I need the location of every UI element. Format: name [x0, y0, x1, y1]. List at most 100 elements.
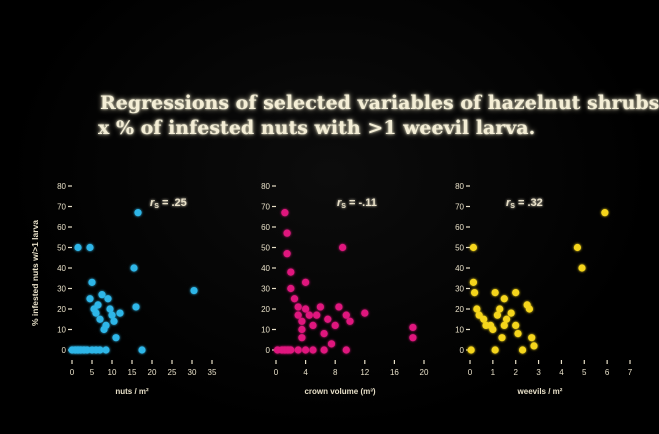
data-point [342, 346, 350, 354]
data-point [96, 315, 104, 323]
x-tick-label: 10 [108, 368, 117, 377]
y-tick-label: 80 [455, 182, 464, 191]
data-point [578, 264, 586, 272]
data-point [287, 284, 295, 293]
data-point [518, 346, 527, 354]
data-point [500, 295, 508, 303]
data-point [305, 311, 313, 319]
scatter-plot-2: 0 10 20 30 40 50 60 70 80 0 4 8 12 16 20 crown volume (… [261, 182, 429, 396]
data-point [469, 278, 478, 286]
data-point [190, 286, 198, 295]
data-point [298, 317, 306, 325]
x-tick-label: 6 [605, 368, 610, 377]
y-tick-label: 80 [57, 182, 66, 191]
x-tick-label: 4 [559, 368, 564, 377]
data-point [470, 289, 479, 297]
y-tick-label: 0 [62, 346, 67, 355]
data-point [294, 311, 302, 319]
y-tick-label: 40 [57, 264, 66, 273]
data-point [92, 309, 100, 317]
data-point [361, 309, 369, 317]
x-axis-label: nuts / m² [115, 387, 149, 396]
data-point [138, 346, 146, 354]
x-tick-label: 35 [208, 368, 217, 377]
data-point [500, 321, 508, 329]
data-point [290, 295, 299, 303]
data-point [342, 311, 350, 319]
x-tick-label: 15 [128, 368, 137, 377]
data-point [112, 334, 120, 342]
data-point [86, 243, 94, 252]
x-tick-label: 30 [188, 368, 197, 377]
x-tick-label: 0 [274, 368, 279, 377]
data-point [409, 323, 417, 332]
y-tick-label: 80 [261, 182, 270, 191]
y-tick-label: 20 [57, 305, 66, 314]
data-point [88, 278, 96, 286]
x-tick-label: 1 [491, 368, 496, 377]
data-point [309, 321, 317, 329]
y-tick-label: 60 [261, 223, 270, 232]
data-point [302, 305, 310, 313]
data-point [298, 334, 306, 342]
data-point [108, 311, 116, 319]
data-point [320, 330, 328, 338]
data-point [302, 346, 310, 354]
data-point [86, 295, 94, 303]
data-point [512, 289, 520, 297]
slide-title-line-2: x % of infested nuts with >1 weevil larv… [98, 117, 536, 139]
data-point [327, 340, 336, 348]
data-point [298, 325, 306, 334]
data-point [281, 209, 289, 217]
data-point [507, 309, 515, 317]
y-tick-label: 20 [261, 305, 270, 314]
data-point [601, 209, 609, 217]
data-point [320, 346, 328, 354]
data-point [110, 317, 118, 325]
slide-title-line-1: Regressions of selected variables of haz… [100, 92, 659, 114]
data-point [335, 303, 343, 311]
y-tick-label: 20 [455, 305, 464, 314]
data-point [512, 321, 520, 329]
data-point [283, 229, 291, 237]
correlation-annotation: rS = .25 [150, 197, 187, 210]
y-tick-label: 70 [261, 203, 270, 212]
x-axis-label: crown volume (m³) [304, 387, 375, 396]
data-point [74, 243, 82, 252]
data-point [287, 346, 295, 354]
data-point [331, 321, 339, 329]
x-tick-label: 0 [468, 368, 473, 377]
y-tick-label: 0 [266, 346, 271, 355]
data-point [489, 325, 497, 334]
y-tick-label: 0 [460, 346, 465, 355]
x-tick-label: 20 [148, 368, 157, 377]
data-point [283, 250, 291, 258]
data-point [493, 311, 502, 319]
data-point [496, 305, 504, 313]
data-point [324, 315, 332, 323]
data-point [94, 301, 102, 309]
data-point [475, 311, 483, 319]
data-point [409, 334, 417, 342]
x-tick-label: 5 [90, 368, 95, 377]
y-tick-label: 50 [261, 244, 270, 253]
correlation-annotation: rS = -.11 [337, 197, 377, 210]
data-point [525, 305, 534, 313]
data-point [339, 243, 347, 252]
y-tick-label: 30 [57, 285, 66, 294]
y-tick-label: 40 [261, 264, 270, 273]
y-tick-label: 60 [455, 223, 464, 232]
data-point [473, 305, 481, 313]
y-tick-label: 30 [455, 285, 464, 294]
data-point [134, 209, 142, 217]
data-point [502, 315, 511, 323]
data-point [294, 303, 302, 311]
data-point [102, 321, 110, 329]
x-tick-label: 12 [360, 368, 369, 377]
y-tick-label: 60 [57, 223, 66, 232]
y-tick-label: 70 [455, 203, 464, 212]
data-point [313, 311, 321, 319]
data-point [480, 315, 488, 323]
